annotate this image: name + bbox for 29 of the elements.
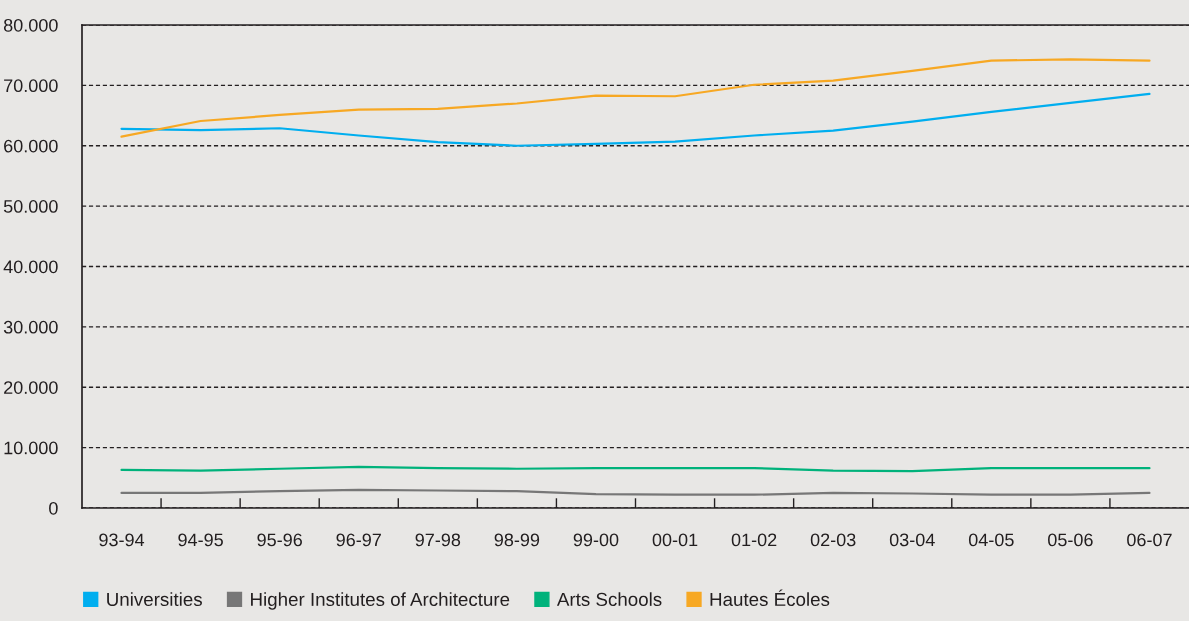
y-tick-label: 80.000: [3, 18, 58, 32]
y-tick-label: 60.000: [4, 139, 58, 153]
y-tick-label: 0: [49, 501, 58, 515]
y-tick-label: 50.000: [3, 200, 58, 213]
y-tick-label: 10.000: [4, 441, 58, 455]
x-tick-label: 98-99: [494, 533, 540, 547]
x-tick-label: 04-05: [968, 533, 1014, 547]
x-tick-label: 06-07: [1127, 533, 1172, 547]
x-tick-label: 02-03: [810, 533, 856, 547]
x-tick-label: 00-01: [652, 533, 698, 547]
legend-label: Hautes Écoles: [710, 589, 830, 607]
x-tick-label: 94-95: [178, 533, 223, 547]
x-tick-label: 03-04: [889, 533, 935, 547]
legend-label: Higher Institutes of Architecture: [251, 592, 510, 610]
x-tick-label: 05-06: [1048, 533, 1093, 547]
y-tick-label: 20.000: [4, 381, 58, 394]
x-tick-label: 93-94: [99, 533, 145, 547]
y-tick-label: 30.000: [3, 320, 58, 334]
y-tick-label: 40.000: [3, 260, 58, 274]
x-tick-label: 01-02: [731, 533, 777, 547]
line-series: [120, 58, 1151, 138]
x-tick-label: 97-98: [415, 533, 461, 547]
legend-label: Universities: [107, 592, 202, 607]
legend-label: Arts Schools: [556, 592, 662, 607]
y-tick-label: 70.000: [4, 79, 58, 93]
line-series: [120, 92, 1151, 147]
x-tick-label: 95-96: [257, 533, 302, 547]
x-tick-label: 99-00: [573, 533, 619, 547]
x-tick-label: 96-97: [336, 533, 381, 547]
